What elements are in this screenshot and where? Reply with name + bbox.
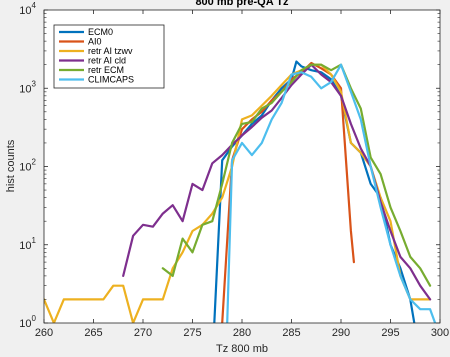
y-axis-label: hist counts [5,139,17,192]
x-tick-label: 265 [84,327,102,339]
series-line-retr-ecm [161,63,432,287]
series-line-ai0 [221,61,355,323]
y-tick-label: 103 [19,79,36,95]
x-tick-label: 270 [134,327,152,339]
x-tick-label: 275 [183,327,201,339]
series-line-climcaps [226,63,437,323]
y-tick-label: 100 [19,314,36,330]
x-tick-label: 290 [332,327,350,339]
x-tick-label: 295 [381,327,399,339]
x-tick-label: 260 [35,327,53,339]
series-layer [44,60,437,323]
legend-label: CLIMCAPS [88,75,134,85]
chart-title: 800 mb pre-QA Tz [195,0,289,8]
legend-label: retr AI cld [88,56,126,66]
y-tick-label: 104 [19,1,36,17]
legend-box [53,24,165,89]
x-tick-label: 280 [233,327,251,339]
legend-label: AI0 [88,37,102,47]
ticks-layer: 260 265 270 275 280 285 290 295 300 100 101 102 103 1… [19,1,449,339]
legend-label: retr AI tzwv [88,46,133,56]
y-tick-label: 102 [19,158,36,174]
legend-label: retr ECM [88,65,124,75]
plot-area: 260 265 270 275 280 285 290 295 300 100 101 102 103 1… [19,1,449,339]
x-tick-label: 285 [282,327,300,339]
x-tick-label: 300 [431,327,449,339]
legend-label: ECM0 [88,27,113,37]
x-axis-label: Tz 800 mb [216,343,268,355]
y-tick-label: 101 [19,236,36,252]
